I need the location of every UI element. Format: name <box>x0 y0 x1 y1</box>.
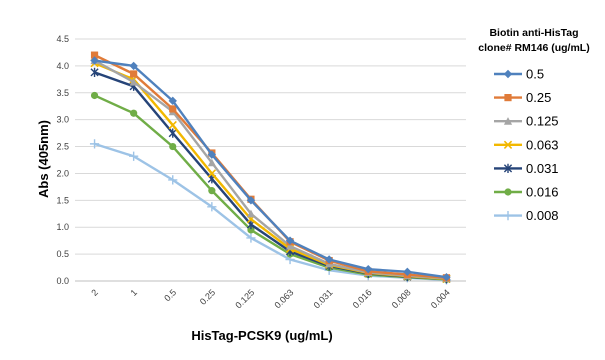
data-point <box>169 142 177 151</box>
legend-marker <box>503 163 513 173</box>
legend-marker <box>503 117 513 125</box>
series-lines <box>89 51 452 285</box>
legend: Biotin anti-HisTag clone# RM146 (ug/mL) … <box>478 27 589 223</box>
y-tick-label: 3.0 <box>56 115 69 125</box>
legend-marker <box>504 188 512 196</box>
legend-label: 0.031 <box>526 161 559 176</box>
y-tick-labels: 0.0 0.5 1.0 1.5 2.0 2.5 3.0 3.5 4.0 4.5 <box>56 34 69 286</box>
data-point <box>246 233 256 243</box>
data-point <box>90 91 99 100</box>
legend-item-0.016: 0.016 <box>494 185 559 200</box>
x-tick-label: 0.008 <box>390 287 413 310</box>
data-point <box>130 70 138 78</box>
data-point <box>90 67 99 77</box>
data-point <box>403 267 412 277</box>
x-axis-title: HisTag-PCSK9 (ug/mL) <box>191 328 332 343</box>
legend-label: 0.008 <box>526 208 559 223</box>
legend-label: 0.25 <box>526 90 551 105</box>
y-tick-label: 4.5 <box>56 34 69 44</box>
data-point <box>208 187 216 195</box>
legend-marker <box>503 69 513 79</box>
data-point <box>168 128 177 138</box>
legend-label: 0.125 <box>526 114 559 129</box>
series-line-0.008 <box>94 142 447 282</box>
x-tick-label: 0.125 <box>233 287 256 310</box>
y-tick-label: 1.5 <box>56 195 69 205</box>
data-point <box>246 196 256 205</box>
legend-label: 0.063 <box>526 137 559 152</box>
data-point <box>129 61 138 71</box>
data-point <box>246 209 256 218</box>
series-0.5 <box>90 56 451 282</box>
data-point <box>169 105 177 113</box>
data-point <box>207 150 217 159</box>
y-tick-label: 2.5 <box>56 142 69 152</box>
y-axis-title: Abs (405nm) <box>36 120 51 198</box>
data-point <box>168 175 178 185</box>
y-tick-label: 4.0 <box>56 61 69 71</box>
x-tick-label: 0.5 <box>162 287 178 303</box>
legend-title-line-2: clone# RM146 (ug/mL) <box>478 42 589 54</box>
series-line-0.5 <box>94 59 447 279</box>
data-point <box>364 264 373 274</box>
x-tick-label: 0.004 <box>429 287 452 310</box>
x-tick-label: 0.25 <box>198 287 217 306</box>
data-point <box>130 109 138 117</box>
data-point <box>207 169 217 178</box>
y-tick-label: 2.0 <box>56 168 69 178</box>
data-point <box>207 202 217 212</box>
series-0.031 <box>90 67 451 284</box>
legend-item-0.25: 0.25 <box>494 90 551 105</box>
legend-item-0.008: 0.008 <box>494 208 559 223</box>
y-tick-label: 3.5 <box>56 88 69 98</box>
y-tick-label: 1.0 <box>56 222 69 232</box>
data-point <box>90 56 99 65</box>
data-point <box>129 151 139 161</box>
x-tick-label: 2 <box>89 287 100 298</box>
x-tick-label: 0.031 <box>312 287 335 310</box>
data-point <box>442 273 451 282</box>
legend-marker <box>503 140 513 149</box>
legend-label: 0.5 <box>526 67 544 82</box>
y-tick-label: 0.5 <box>56 249 69 259</box>
data-point <box>207 158 216 167</box>
legend-title-line-1: Biotin anti-HisTag <box>489 27 578 39</box>
data-point <box>90 51 99 59</box>
series-0.25 <box>90 51 451 282</box>
x-tick-label: 0.016 <box>351 287 374 310</box>
legend-item-0.063: 0.063 <box>494 137 559 152</box>
legend-item-0.031: 0.031 <box>494 161 559 176</box>
data-point <box>285 236 295 245</box>
legend-item-0.125: 0.125 <box>494 114 559 129</box>
data-point <box>247 226 255 234</box>
y-tick-label: 0.0 <box>56 276 69 286</box>
x-tick-label: 0.063 <box>272 287 295 310</box>
legend-item-0.5: 0.5 <box>494 67 544 82</box>
data-point <box>168 120 177 130</box>
data-point <box>129 77 138 86</box>
legend-marker <box>503 211 513 221</box>
series-0.008 <box>89 139 452 285</box>
data-point <box>168 96 177 106</box>
series-line-0.063 <box>94 62 447 281</box>
data-point <box>89 139 100 149</box>
x-tick-labels: 2 1 0.5 0.25 0.125 0.063 0.031 0.016 0.008 0.004 <box>89 287 452 310</box>
legend-marker <box>504 94 512 102</box>
data-point <box>324 255 334 264</box>
data-point <box>285 241 295 250</box>
x-tick-label: 1 <box>128 287 139 298</box>
series-line-0.016 <box>94 94 447 281</box>
series-line-0.25 <box>94 54 447 279</box>
legend-label: 0.016 <box>526 185 559 200</box>
